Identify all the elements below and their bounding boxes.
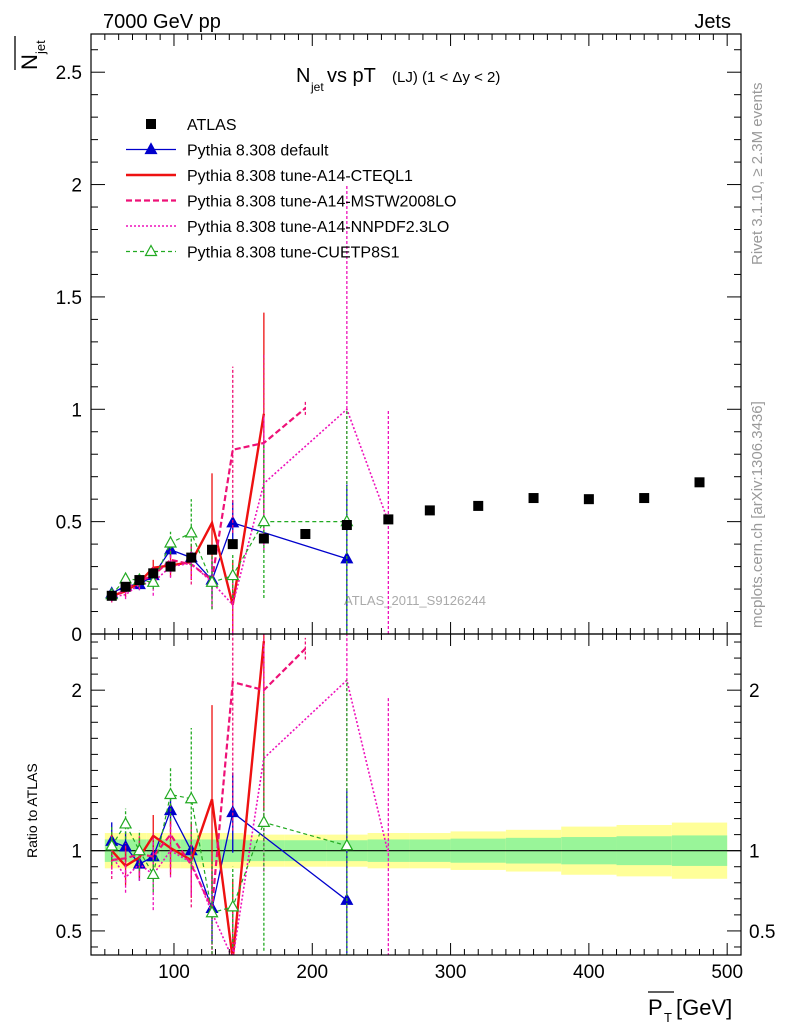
legend-label: Pythia 8.308 tune-A14-MSTW2008LO [187,194,456,211]
ratio-tick-label-right: 0.5 [749,922,775,943]
y-tick-label: 2.5 [56,63,82,84]
legend-label: Pythia 8.308 tune-A14-CTEQL1 [187,168,413,185]
x-axis-label-sub: T [664,1010,672,1024]
title-main: N [296,65,310,87]
x-tick-label: 100 [158,962,190,983]
series-point [119,571,133,584]
data-point [583,494,594,505]
x-axis-label: P T [GeV] [648,991,732,1024]
header-right: Jets [694,11,731,33]
x-tick-label: 200 [296,962,328,983]
series-point [164,535,178,548]
data-point [383,514,394,525]
ratio-tick-label-left: 0.5 [56,922,82,943]
series-point [146,575,160,587]
ratio-point [164,787,178,800]
ratio-line-2 [111,647,307,913]
y-tick-label: 1 [71,400,82,421]
ratio-frame [90,633,742,956]
data-point [300,529,311,539]
ratio-point [226,805,240,818]
data-point [341,520,352,531]
legend-label: Pythia 8.308 tune-CUETP8S1 [187,245,400,262]
y-axis-label-sub: jet [33,40,48,55]
ratio-point [119,816,133,829]
ratio-point [105,838,119,851]
y-axis-label-main: N [17,54,42,70]
title-sub: jet [310,80,324,94]
ratio-point [340,838,354,851]
data-point [424,505,435,516]
legend-label: Pythia 8.308 default [187,143,329,160]
x-axis-label-unit: [GeV] [676,995,732,1020]
data-point [207,544,218,555]
data-point [258,533,269,544]
analysis-watermark: ATLAS_2011_S9126244 [344,593,486,608]
mcplots-info: mcplots.cern.ch [arXiv:1306.3436] [749,401,766,628]
axes: 100 200 300 400 500 0 0.5 1 1.5 2 2.5 0.5 0.5 1 1 2 2 [56,33,775,983]
ratio-axis-label: Ratio to ATLAS [24,763,40,858]
series-point [205,575,219,587]
x-tick-label: 400 [573,962,605,983]
data-point [120,581,131,592]
series-line-2 [111,407,307,599]
legend-marker [144,142,158,155]
series-line-0 [111,521,348,595]
chart-title: N jet vs pT (LJ) (1 < Δy < 2) [296,65,500,94]
ratio-point [226,899,240,912]
ratio-point [257,815,271,827]
series-point [257,514,271,527]
ratio-tick-label-right: 2 [749,681,760,702]
ratio-line-4 [111,793,348,914]
data-point [186,552,197,563]
legend-label: ATLAS [187,117,237,134]
ratio-point [205,905,219,918]
title-small: (LJ) (1 < Δy < 2) [392,69,500,86]
data-point [473,500,484,511]
header-left: 7000 GeV pp [103,11,221,33]
y-tick-label: 2 [71,176,82,197]
data-point [106,590,117,601]
ratio-series-layer [105,634,390,955]
title-rest: vs pT [327,65,376,87]
ratio-point [146,867,160,880]
x-tick-label: 500 [711,962,743,983]
main-series-layer [105,184,705,634]
data-point [694,477,705,488]
x-axis-label-main: P [648,995,663,1020]
data-point [639,493,650,504]
legend-marker [146,119,156,129]
rivet-info: Rivet 3.1.10, ≥ 2.3M events [749,83,766,266]
y-tick-label: 0.5 [56,513,82,534]
data-point [148,568,159,579]
data-point [227,539,238,550]
x-tick-label: 300 [435,962,467,983]
y-axis-label: N jet [14,36,48,70]
ratio-tick-label-left: 2 [71,681,82,702]
ratio-tick-label-left: 1 [71,842,82,863]
data-point [528,493,539,504]
y-tick-label: 0 [71,625,82,646]
y-tick-label: 1.5 [56,288,82,309]
legend-marker [144,244,158,257]
data-point [165,561,176,572]
ratio-point [184,791,198,804]
legend: ATLAS Pythia 8.308 default Pythia 8.308 tu… [126,117,456,262]
data-point [134,575,145,586]
ratio-tick-label-right: 1 [749,842,760,863]
ratio-point [132,843,146,856]
series-point [226,568,240,581]
series-point [184,525,198,538]
legend-label: Pythia 8.308 tune-A14-NNPDF2.3LO [187,219,449,236]
